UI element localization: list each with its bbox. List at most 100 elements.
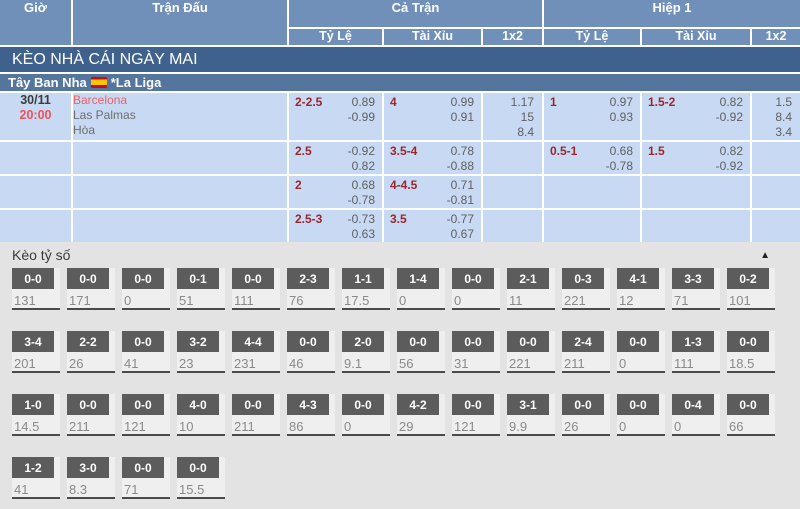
score-button[interactable]: 1-3: [672, 331, 714, 352]
score-button[interactable]: 0-0: [617, 331, 659, 352]
odds-value[interactable]: -0.73: [347, 212, 375, 226]
column-header-h1-over-under: Tài Xỉu: [640, 27, 752, 47]
score-button[interactable]: 0-1: [177, 268, 219, 289]
score-button[interactable]: 4-3: [287, 394, 329, 415]
score-odds-value: 101: [729, 293, 751, 308]
score-button[interactable]: 1-1: [342, 268, 384, 289]
score-button[interactable]: 0-0: [617, 394, 659, 415]
score-button[interactable]: 0-0: [122, 268, 164, 289]
odds-value[interactable]: -0.88: [446, 159, 474, 173]
score-button[interactable]: 0-0: [67, 268, 109, 289]
handicap-label[interactable]: 4-4.5: [390, 178, 418, 192]
handicap-label[interactable]: 2-2.5: [295, 95, 323, 109]
odds-value[interactable]: 0.82: [719, 95, 743, 109]
score-button[interactable]: 3-4: [12, 331, 54, 352]
score-button[interactable]: 3-3: [672, 268, 714, 289]
handicap-label[interactable]: 2: [295, 178, 302, 192]
odds-value[interactable]: 1.17: [510, 95, 534, 109]
odds-value[interactable]: -0.99: [347, 110, 375, 124]
score-button[interactable]: 0-0: [562, 394, 604, 415]
score-button[interactable]: 0-0: [452, 268, 494, 289]
score-button[interactable]: 2-2: [67, 331, 109, 352]
odds-value[interactable]: 0.82: [719, 144, 743, 158]
handicap-label[interactable]: 2.5-3: [295, 212, 323, 226]
score-button[interactable]: 4-1: [617, 268, 659, 289]
collapse-arrow-icon[interactable]: ▲: [760, 249, 770, 261]
league-row[interactable]: Tây Ban Nha *La Liga: [0, 72, 800, 93]
score-cell: 4-1 12: [617, 268, 665, 310]
score-button[interactable]: 1-4: [397, 268, 439, 289]
score-button[interactable]: 0-0: [122, 457, 164, 478]
draw-label: Hòa: [73, 123, 96, 137]
odds-value[interactable]: 0.67: [450, 227, 474, 241]
score-button[interactable]: 1-0: [12, 394, 54, 415]
odds-value[interactable]: -0.78: [605, 159, 633, 173]
handicap-label[interactable]: 2.5: [295, 144, 312, 158]
score-cell: 3-4 201: [12, 331, 60, 373]
odds-value[interactable]: 8.4: [517, 125, 534, 139]
score-button[interactable]: 2-0: [342, 331, 384, 352]
score-button[interactable]: 0-0: [452, 331, 494, 352]
score-button[interactable]: 3-1: [507, 394, 549, 415]
odds-value[interactable]: 0.71: [450, 178, 474, 192]
handicap-label[interactable]: 3.5-4: [390, 144, 418, 158]
score-button[interactable]: 0-0: [342, 394, 384, 415]
odds-value[interactable]: 1.5: [775, 95, 793, 109]
odds-value[interactable]: 0.91: [450, 110, 474, 124]
odds-value[interactable]: 0.93: [609, 110, 633, 124]
score-button[interactable]: 4-0: [177, 394, 219, 415]
ft-1x2-cell: 1.17 15 8.4: [481, 91, 544, 142]
odds-value[interactable]: 8.4: [775, 110, 793, 124]
score-button[interactable]: 2-1: [507, 268, 549, 289]
odds-value[interactable]: 0.63: [351, 227, 375, 241]
odds-value[interactable]: -0.92: [715, 159, 743, 173]
score-button[interactable]: 0-0: [232, 394, 274, 415]
handicap-label[interactable]: 0.5-1: [550, 144, 578, 158]
odds-value[interactable]: 0.68: [351, 178, 375, 192]
handicap-label[interactable]: 1: [550, 95, 557, 109]
score-button[interactable]: 0-0: [397, 331, 439, 352]
handicap-label[interactable]: 3.5: [390, 212, 407, 226]
score-button[interactable]: 1-2: [12, 457, 54, 478]
score-button[interactable]: 0-0: [177, 457, 219, 478]
score-button[interactable]: 0-0: [507, 331, 549, 352]
score-button[interactable]: 3-0: [67, 457, 109, 478]
odds-value[interactable]: 0.97: [609, 95, 633, 109]
score-button[interactable]: 4-4: [232, 331, 274, 352]
handicap-label[interactable]: 4: [390, 95, 397, 109]
score-button[interactable]: 3-2: [177, 331, 219, 352]
odds-value[interactable]: 15: [520, 110, 534, 124]
score-button[interactable]: 0-0: [122, 331, 164, 352]
score-button[interactable]: 0-4: [672, 394, 714, 415]
odds-value[interactable]: -0.92: [715, 110, 743, 124]
score-button[interactable]: 2-4: [562, 331, 604, 352]
score-button[interactable]: 2-3: [287, 268, 329, 289]
handicap-label[interactable]: 1.5-2: [648, 95, 676, 109]
score-button[interactable]: 0-0: [12, 268, 54, 289]
odds-value[interactable]: 0.89: [351, 95, 375, 109]
odds-value[interactable]: 3.4: [775, 125, 793, 139]
score-button[interactable]: 0-0: [727, 394, 769, 415]
score-button[interactable]: 4-2: [397, 394, 439, 415]
handicap-label[interactable]: 1.5: [648, 144, 665, 158]
score-button[interactable]: 0-0: [452, 394, 494, 415]
score-button[interactable]: 0-0: [67, 394, 109, 415]
odds-value[interactable]: 0.99: [450, 95, 474, 109]
score-odds-value: 26: [564, 419, 579, 434]
score-button[interactable]: 0-0: [122, 394, 164, 415]
score-cell: 0-0 26: [562, 394, 610, 436]
odds-value[interactable]: 0.68: [609, 144, 633, 158]
odds-value[interactable]: -0.81: [446, 193, 474, 207]
odds-value[interactable]: -0.78: [347, 193, 375, 207]
score-button[interactable]: 0-0: [727, 331, 769, 352]
score-button[interactable]: 0-2: [727, 268, 769, 289]
score-odds-value: 51: [179, 293, 194, 308]
odds-value[interactable]: -0.92: [347, 144, 375, 158]
score-button[interactable]: 0-3: [562, 268, 604, 289]
score-button[interactable]: 0-0: [232, 268, 274, 289]
odds-value[interactable]: 0.82: [351, 159, 375, 173]
odds-value[interactable]: 0.78: [450, 144, 474, 158]
score-button[interactable]: 0-0: [287, 331, 329, 352]
odds-value[interactable]: -0.77: [446, 212, 474, 226]
score-cell: 0-1 51: [177, 268, 225, 310]
